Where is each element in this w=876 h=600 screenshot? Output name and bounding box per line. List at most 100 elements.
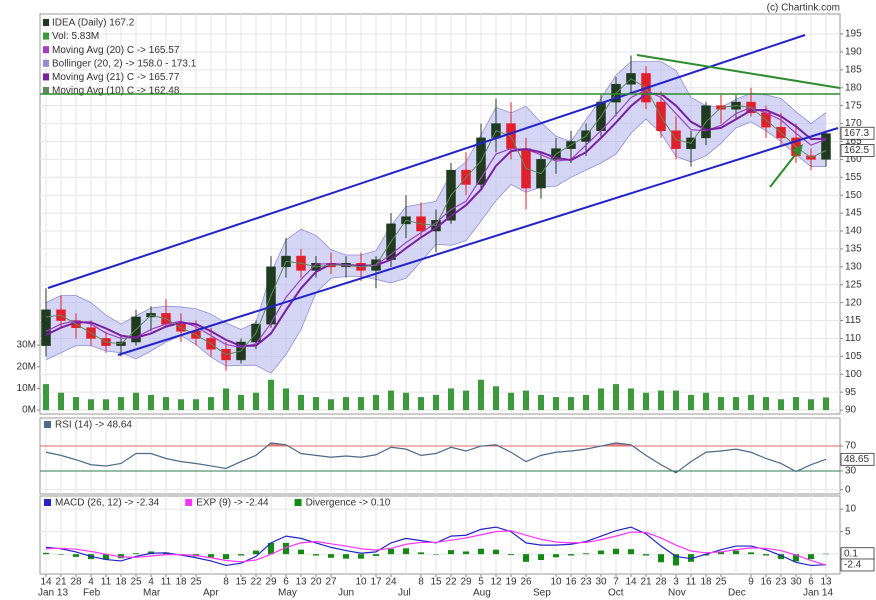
bar (478, 548, 484, 555)
x-tick-label: 30 (790, 577, 802, 588)
legend-entry: EXP (9) -> -2.44 (196, 498, 269, 509)
legend-entry: Moving Avg (20) C -> 165.57 (52, 45, 180, 56)
legend-entry: Moving Avg (21) C -> 165.77 (52, 72, 180, 83)
y-tick-label: 95 (845, 387, 857, 398)
bar (148, 394, 154, 411)
bar (343, 397, 349, 411)
bar (538, 554, 544, 561)
y-tick-label: 165 (845, 136, 862, 147)
bar (418, 552, 424, 555)
x-tick-label: 29 (265, 577, 277, 588)
y-tick-label: 125 (845, 279, 862, 290)
legend-marker (43, 46, 49, 54)
month-label: Oct (608, 588, 624, 599)
bar (373, 554, 379, 556)
month-label: Apr (203, 588, 219, 599)
bar (283, 542, 289, 555)
credit: (c) Chartink.com (767, 3, 840, 14)
y-tick-label: 145 (845, 208, 862, 219)
x-tick-label: 11 (161, 577, 172, 588)
x-tick-label: 14 (40, 577, 52, 588)
month-label: Jun (338, 588, 354, 599)
series-line (45, 78, 827, 356)
legend-marker (43, 73, 49, 81)
bar (508, 392, 514, 411)
last-value-label: 167.3 (844, 128, 869, 139)
bar (703, 554, 709, 556)
x-tick-label: 16 (760, 577, 772, 588)
x-tick-label: 26 (520, 577, 532, 588)
last-value-label: 162.5 (844, 145, 869, 156)
bar (328, 554, 334, 558)
candle-body (821, 133, 831, 160)
bar (733, 550, 739, 555)
x-tick-label: 25 (130, 577, 142, 588)
bar (673, 554, 679, 566)
bar (823, 397, 829, 411)
bar (103, 554, 109, 560)
bar (703, 392, 709, 411)
bar (43, 552, 49, 555)
legend-marker (185, 499, 193, 506)
x-tick-label: 4 (148, 577, 154, 588)
x-tick-label: 10 (550, 577, 562, 588)
legend-entry: Vol: 5.83M (52, 31, 99, 42)
y-tick-label: 90 (845, 405, 857, 416)
x-tick-label: 16 (565, 577, 577, 588)
x-tick-label: 4 (88, 577, 94, 588)
bar (118, 397, 124, 411)
bar (403, 548, 409, 555)
month-label: Dec (728, 588, 746, 599)
last-value-box (840, 558, 875, 572)
legend-marker (43, 87, 49, 94)
bar (748, 552, 754, 555)
x-tick-label: 11 (101, 577, 112, 588)
bar (403, 392, 409, 411)
y-tick-label: 0 (845, 484, 851, 495)
bar (553, 397, 559, 411)
x-tick-label: 21 (55, 577, 67, 588)
bar (133, 553, 139, 555)
bar (628, 388, 634, 411)
lower-channel-line (117, 127, 839, 356)
x-tick-label: 30 (595, 577, 607, 588)
x-tick-label: 6 (283, 577, 289, 588)
bar (358, 554, 364, 559)
x-tick-label: 23 (580, 577, 592, 588)
x-tick-label: 14 (625, 577, 637, 588)
x-tick-label: 8 (418, 577, 424, 588)
bar (448, 550, 454, 555)
legend-entry: IDEA (Daily) 167.2 (52, 18, 135, 29)
bar (88, 399, 94, 411)
bar (613, 384, 619, 411)
y-tick-label: 175 (845, 100, 862, 111)
drawn-trendlines (40, 34, 840, 356)
y-tick-label: 195 (845, 29, 862, 40)
x-tick-label: 6 (808, 577, 814, 588)
series-line (45, 530, 827, 566)
bar (718, 551, 724, 555)
bar (763, 554, 769, 556)
bar (358, 397, 364, 411)
bar (598, 550, 604, 555)
bar (793, 554, 799, 562)
legend-entry: Bollinger (20, 2) -> 158.0 - 173.1 (52, 58, 197, 69)
x-tick-label: 20 (310, 577, 322, 588)
x-tick-label: 11 (686, 577, 697, 588)
bar (808, 399, 814, 411)
y-tick-label: 130 (845, 261, 862, 272)
x-tick-label: 15 (430, 577, 442, 588)
bar (823, 553, 829, 555)
x-tick-label: 18 (700, 577, 712, 588)
series-line (45, 89, 827, 349)
y2-tick-label: 10M (17, 383, 36, 394)
x-tick-label: 25 (190, 577, 202, 588)
bar (523, 390, 529, 411)
bar (268, 379, 274, 411)
bar (208, 554, 214, 558)
bar (793, 397, 799, 411)
bar (463, 390, 469, 411)
y-tick-label: 100 (845, 369, 862, 380)
